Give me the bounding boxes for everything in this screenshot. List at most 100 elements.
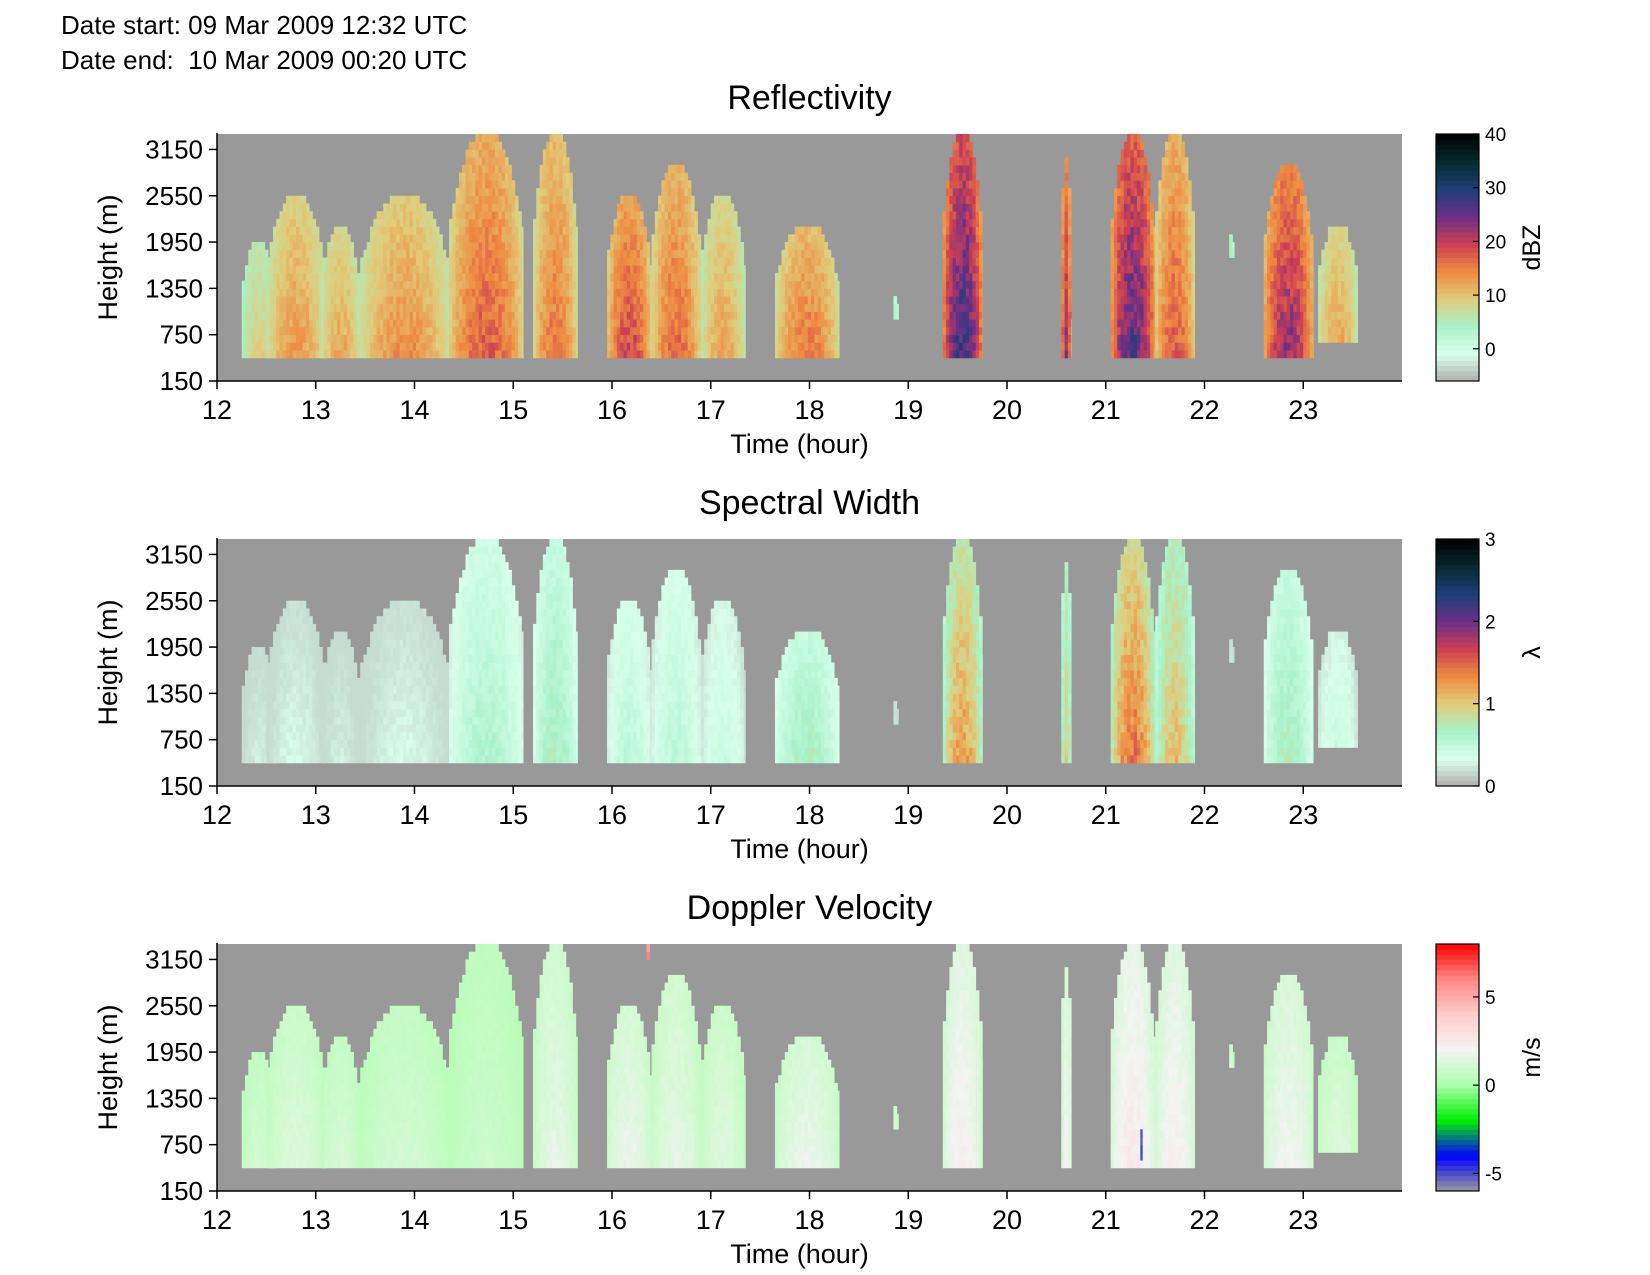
echo-cell — [1150, 249, 1154, 258]
echo-cell — [343, 334, 348, 343]
echo-cell — [651, 342, 656, 351]
echo-cell — [955, 342, 960, 351]
echo-cell — [1127, 280, 1131, 289]
echo-cell — [340, 350, 345, 359]
echo-cell — [549, 272, 554, 282]
echo-cell — [1283, 288, 1288, 297]
echo-cell — [1184, 280, 1189, 289]
echo-cell — [737, 334, 741, 343]
echo-cell — [667, 272, 672, 282]
echo-cell — [542, 234, 547, 243]
echo-cell — [396, 211, 401, 220]
echo-cell — [546, 257, 550, 266]
echo-cell — [386, 342, 391, 351]
echo-cell — [1133, 195, 1138, 204]
echo-cell — [495, 288, 499, 297]
echo-cell — [684, 188, 689, 197]
echo-cell — [684, 211, 689, 220]
echo-cell — [727, 288, 731, 297]
echo-cell — [498, 342, 503, 351]
echo-cell — [412, 272, 417, 282]
echo-cell — [299, 342, 303, 351]
echo-cell — [340, 257, 345, 266]
echo-cell — [1127, 149, 1131, 158]
echo-cell — [276, 311, 280, 320]
echo-cell — [468, 288, 473, 297]
echo-cell — [804, 226, 809, 235]
echo-cell — [546, 172, 550, 181]
echo-cell — [346, 265, 351, 274]
echo-cell — [572, 303, 577, 312]
echo-cell — [562, 203, 567, 212]
echo-cell — [664, 280, 669, 289]
echo-cell — [1354, 334, 1358, 343]
echo-cell — [343, 350, 348, 359]
echo-cell — [445, 303, 450, 312]
echo-cell — [1318, 319, 1322, 328]
echo-cell — [289, 226, 294, 235]
echo-cell — [282, 211, 287, 220]
echo-cell — [491, 249, 496, 258]
echo-cell — [626, 280, 631, 289]
echo-cell — [475, 296, 480, 305]
echo-cell — [435, 342, 440, 351]
echo-cell — [1150, 218, 1154, 228]
echo-cell — [320, 350, 325, 359]
echo-cell — [419, 234, 424, 243]
echo-cell — [1171, 257, 1176, 266]
echo-cell — [508, 203, 512, 212]
echo-cell — [442, 288, 447, 297]
echo-cell — [353, 296, 358, 305]
echo-cell — [521, 296, 524, 305]
echo-cell — [1133, 242, 1138, 251]
echo-cell — [360, 272, 364, 282]
echo-cell — [727, 234, 731, 243]
echo-cell — [817, 249, 822, 258]
x-tick-label: 20 — [992, 395, 1022, 425]
echo-cell — [1306, 234, 1311, 243]
echo-cell — [248, 319, 252, 328]
echo-cell — [572, 334, 577, 343]
echo-cell — [1127, 134, 1131, 143]
echo-cell — [677, 249, 682, 258]
echo-cell — [552, 180, 557, 189]
echo-cell — [1270, 326, 1275, 336]
echo-cell — [462, 242, 466, 251]
echo-cell — [295, 334, 300, 343]
echo-cell — [323, 296, 328, 305]
echo-cell — [636, 249, 641, 258]
echo-cell — [788, 296, 792, 305]
echo-cell — [817, 288, 822, 297]
echo-cell — [305, 265, 310, 274]
echo-cell — [468, 242, 473, 251]
echo-cell — [962, 326, 967, 336]
echo-cell — [340, 265, 345, 274]
echo-cell — [286, 342, 290, 351]
echo-cell — [1130, 288, 1135, 297]
echo-cell — [723, 234, 728, 243]
echo-cell — [562, 303, 567, 312]
echo-cell — [1178, 288, 1182, 297]
echo-cell — [788, 342, 792, 351]
echo-cell — [1133, 249, 1138, 258]
echo-cell — [462, 164, 466, 173]
echo-cell — [1341, 272, 1345, 282]
echo-cell — [1184, 164, 1189, 173]
echo-cell — [435, 296, 440, 305]
echo-cell — [439, 326, 443, 336]
echo-cell — [1153, 257, 1156, 266]
echo-cell — [1324, 296, 1329, 305]
echo-cell — [1273, 342, 1278, 351]
echo-cell — [671, 242, 675, 251]
echo-cell — [295, 342, 300, 351]
echo-cell — [1324, 242, 1329, 251]
echo-cell — [1280, 164, 1284, 173]
echo-cell — [737, 311, 741, 320]
echo-cell — [830, 280, 835, 289]
echo-cell — [562, 195, 567, 204]
echo-cell — [1064, 242, 1069, 251]
echo-cell — [830, 326, 835, 336]
echo-cell — [556, 218, 560, 228]
echo-cell — [949, 195, 954, 204]
echo-cell — [661, 226, 666, 235]
